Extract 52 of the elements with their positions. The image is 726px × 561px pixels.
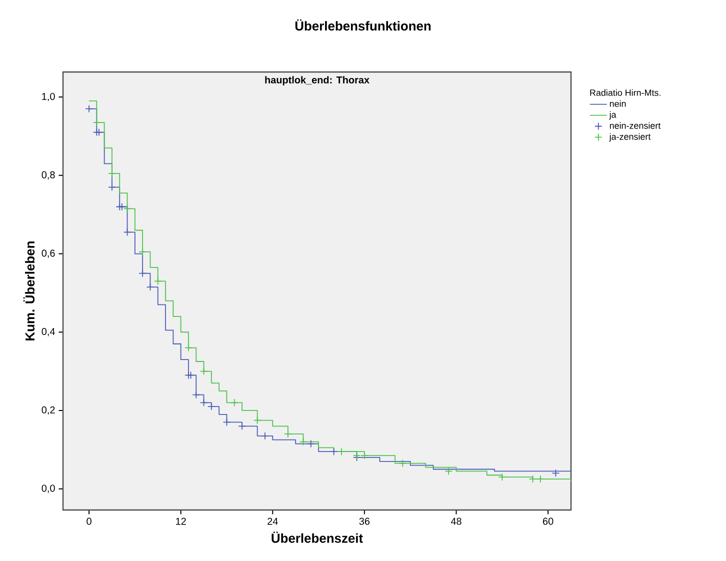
point [498, 473, 506, 482]
point [95, 128, 103, 136]
y-tick-label: 0,0 [42, 484, 55, 493]
y-tick-label: 0,8 [42, 171, 55, 180]
point [230, 398, 238, 407]
point [138, 248, 147, 256]
point [306, 440, 315, 448]
y-axis-title: Kum. Überleben [23, 242, 35, 340]
point [299, 438, 308, 446]
y-tick-label: 1,0 [42, 92, 55, 102]
y-tick-label: 0,4 [42, 328, 55, 336]
legend-label: ja [609, 111, 616, 120]
x-tick-label: 24 [268, 518, 278, 525]
point [398, 459, 407, 468]
y-tick-label: 0,2 [42, 406, 55, 415]
point [552, 469, 560, 478]
point [85, 104, 93, 113]
point [200, 398, 208, 407]
point [222, 418, 231, 426]
point [238, 422, 246, 430]
point [123, 228, 132, 236]
legend-label: ja-zensiert [609, 133, 651, 142]
point [146, 283, 154, 291]
point [200, 367, 208, 376]
point [253, 416, 262, 424]
x-tick-label: 12 [176, 518, 186, 525]
chart-subtitle: hauptlok_end: Thorax [265, 76, 370, 86]
point [330, 448, 338, 456]
point [192, 390, 200, 399]
point [138, 269, 147, 278]
legend-label: nein-zensiert [610, 122, 661, 129]
point [528, 475, 537, 483]
point [186, 371, 195, 380]
chart-title: Überlebensfunktionen [295, 19, 431, 31]
x-tick-label: 48 [450, 518, 462, 525]
point [116, 202, 124, 211]
point [444, 467, 453, 476]
legend-label: nein [610, 100, 626, 107]
point [108, 183, 116, 192]
point [92, 118, 101, 126]
point [207, 402, 216, 410]
y-tick-label: 0,6 [42, 250, 55, 258]
x-tick-label: 0 [86, 518, 92, 525]
point [536, 475, 544, 483]
point [118, 202, 126, 211]
x-tick-label: 36 [359, 518, 370, 525]
point [184, 344, 192, 352]
x-axis-title: Überlebenszeit [272, 532, 363, 543]
x-tick-label: 60 [543, 518, 554, 525]
point [123, 204, 132, 213]
legend-title: Radiatio Hirn-Mts. [590, 89, 660, 96]
point [154, 277, 162, 286]
